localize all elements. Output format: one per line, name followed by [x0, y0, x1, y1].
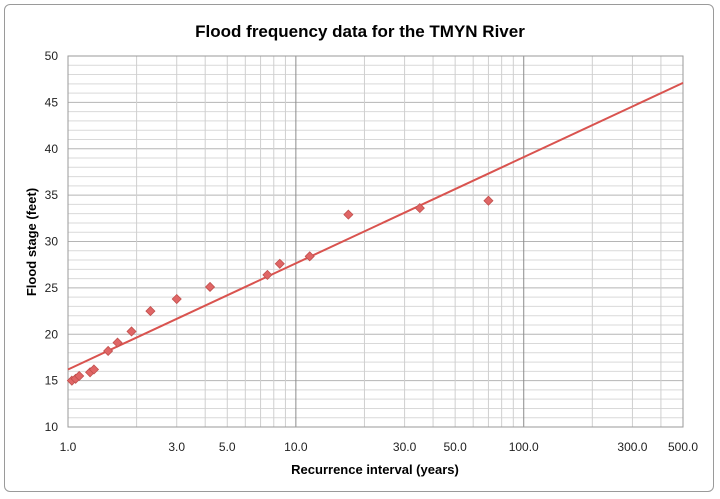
data-point	[103, 345, 114, 357]
chart-title: Flood frequency data for the TMYN River	[195, 22, 525, 41]
grid	[67, 55, 684, 428]
x-tick-label: 100.0	[509, 440, 539, 454]
tick-labels: 10 15 20 25 30 35 40 45 50 1.0 3.0 5.0 10.0 30.0 50.0 1…	[45, 49, 699, 454]
data-point	[483, 195, 494, 206]
data-point	[145, 305, 156, 317]
data-point	[262, 269, 273, 280]
x-tick-label: 5.0	[219, 440, 236, 454]
data-point	[126, 326, 137, 337]
data-marks	[66, 81, 684, 386]
y-tick-label: 25	[45, 281, 59, 295]
y-tick-label: 45	[45, 95, 59, 109]
y-tick-label: 20	[45, 327, 59, 341]
trendline	[67, 81, 684, 371]
x-tick-label: 300.0	[617, 440, 647, 454]
y-tick-label: 50	[45, 49, 59, 63]
chart-frame	[4, 4, 714, 492]
y-tick-label: 10	[45, 420, 59, 434]
plot-area	[67, 55, 684, 428]
y-tick-label: 15	[45, 374, 59, 388]
y-tick-label: 40	[45, 142, 59, 156]
data-point	[343, 209, 354, 220]
data-point	[112, 337, 123, 348]
data-point	[204, 281, 216, 293]
data-point	[74, 370, 85, 382]
y-tick-label: 30	[45, 235, 59, 249]
data-point	[171, 293, 182, 305]
x-tick-label: 3.0	[168, 440, 185, 454]
x-tick-label: 30.0	[393, 440, 417, 454]
y-axis-title: Flood stage (feet)	[24, 188, 39, 296]
x-tick-label: 1.0	[60, 440, 77, 454]
x-tick-label: 10.0	[284, 440, 308, 454]
data-point	[414, 203, 425, 214]
data-point	[274, 258, 285, 269]
x-tick-label: 50.0	[443, 440, 467, 454]
x-tick-label: 500.0	[668, 440, 698, 454]
data-point	[88, 364, 100, 375]
y-tick-label: 35	[45, 188, 59, 202]
x-axis-title: Recurrence interval (years)	[291, 462, 459, 477]
data-point	[304, 251, 315, 262]
